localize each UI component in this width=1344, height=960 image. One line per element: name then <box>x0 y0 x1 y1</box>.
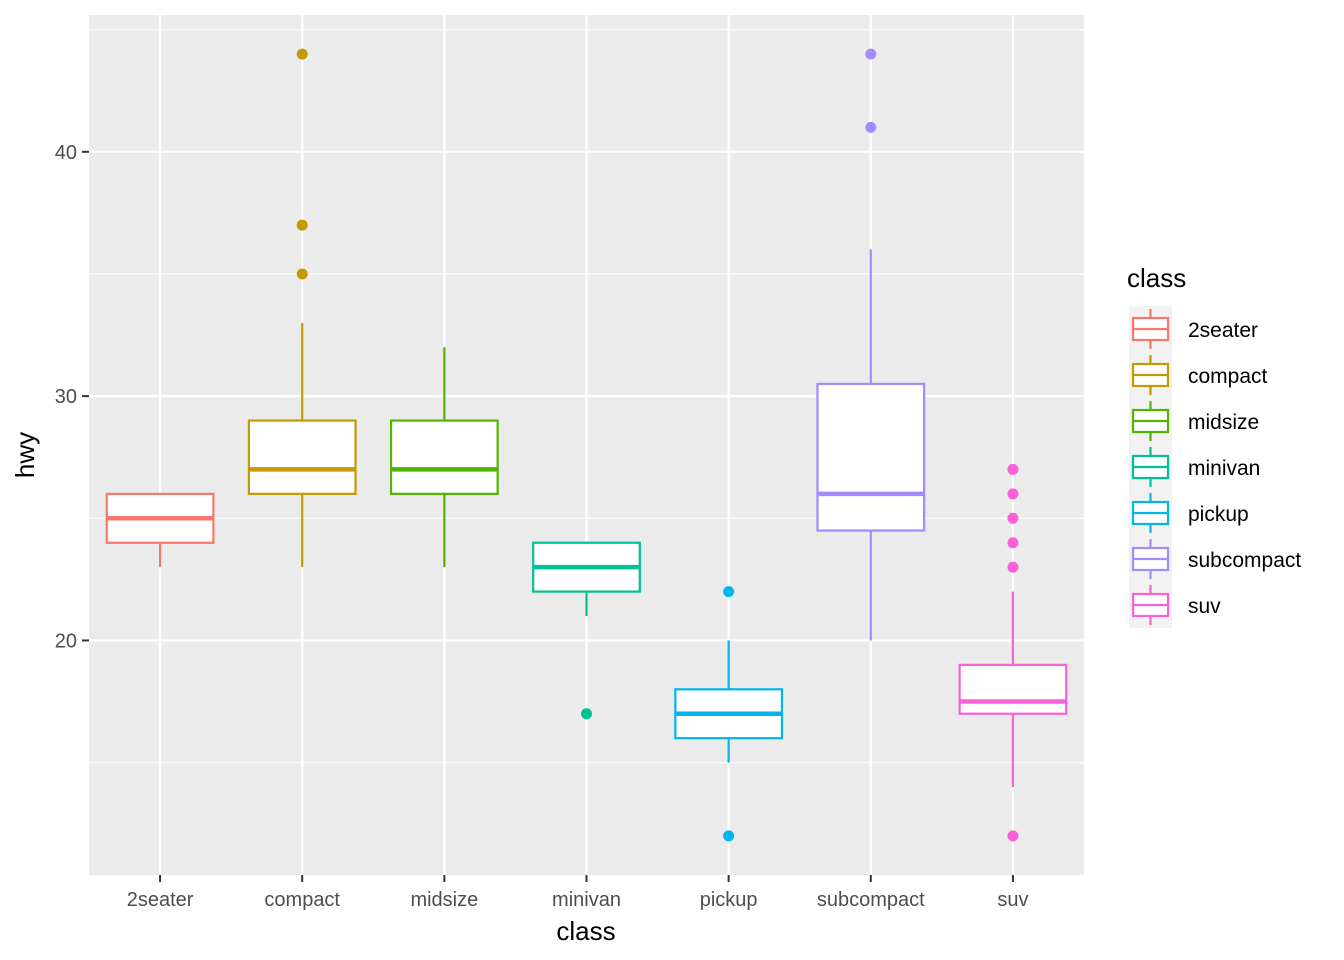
outlier-point <box>1007 830 1019 842</box>
outlier-point <box>1007 488 1019 500</box>
outlier-point <box>865 48 877 60</box>
legend-key-pickup: pickup <box>1131 493 1249 533</box>
legend: class 2seater compact midsize minivan pickup… <box>1127 263 1301 628</box>
legend-label: compact <box>1188 365 1268 388</box>
outlier-point <box>296 48 308 60</box>
box-minivan <box>532 541 641 720</box>
outlier-point <box>296 268 308 280</box>
box-suv <box>958 463 1068 842</box>
y-tick-label: 40 <box>55 142 77 164</box>
x-tick-label: pickup <box>700 889 758 911</box>
box-compact <box>247 48 357 568</box>
legend-label: minivan <box>1188 457 1260 480</box>
legend-key-minivan: minivan <box>1131 447 1260 487</box>
y-tick-label: 20 <box>55 630 77 652</box>
outlier-point <box>865 121 877 133</box>
box-body <box>958 663 1068 715</box>
legend-label: suv <box>1188 595 1221 618</box>
outlier-point <box>581 708 592 720</box>
outlier-point <box>1007 537 1019 549</box>
legend-key-compact: compact <box>1131 355 1268 395</box>
box-subcompact <box>816 48 926 641</box>
outlier-point <box>723 586 735 598</box>
y-axis-title: hwy <box>10 432 40 478</box>
legend-label: midsize <box>1188 411 1259 434</box>
legend-key-suv: suv <box>1131 585 1221 625</box>
outlier-point <box>296 219 308 231</box>
legend-key-subcompact: subcompact <box>1131 539 1301 579</box>
outlier-point <box>1007 463 1019 475</box>
legend-title: class <box>1127 263 1186 293</box>
outlier-point <box>723 830 735 842</box>
box-body <box>816 382 926 532</box>
x-tick-label: suv <box>997 889 1028 911</box>
y-axis: 20 30 40 <box>55 142 89 652</box>
box-body <box>389 419 499 495</box>
x-tick-label: 2seater <box>127 889 194 911</box>
outlier-point <box>1007 561 1019 573</box>
box-pickup <box>674 586 784 842</box>
x-tick-label: minivan <box>552 889 621 911</box>
boxes <box>105 48 1068 842</box>
x-axis: 2seater compact midsize minivan pickup subcom… <box>127 875 1028 911</box>
legend-key-midsize: midsize <box>1131 401 1259 441</box>
x-tick-label: midsize <box>410 889 478 911</box>
box-2seater <box>105 492 215 568</box>
box-body <box>247 419 357 495</box>
x-axis-title: class <box>556 916 615 946</box>
legend-label: pickup <box>1188 503 1249 526</box>
x-tick-label: subcompact <box>817 889 925 911</box>
legend-label: subcompact <box>1188 549 1301 572</box>
legend-label: 2seater <box>1188 319 1258 342</box>
x-tick-label: compact <box>264 889 340 911</box>
legend-key-2seater: 2seater <box>1131 309 1258 349</box>
box-midsize <box>389 347 499 568</box>
outlier-point <box>1007 512 1019 524</box>
y-tick-label: 30 <box>55 386 77 408</box>
